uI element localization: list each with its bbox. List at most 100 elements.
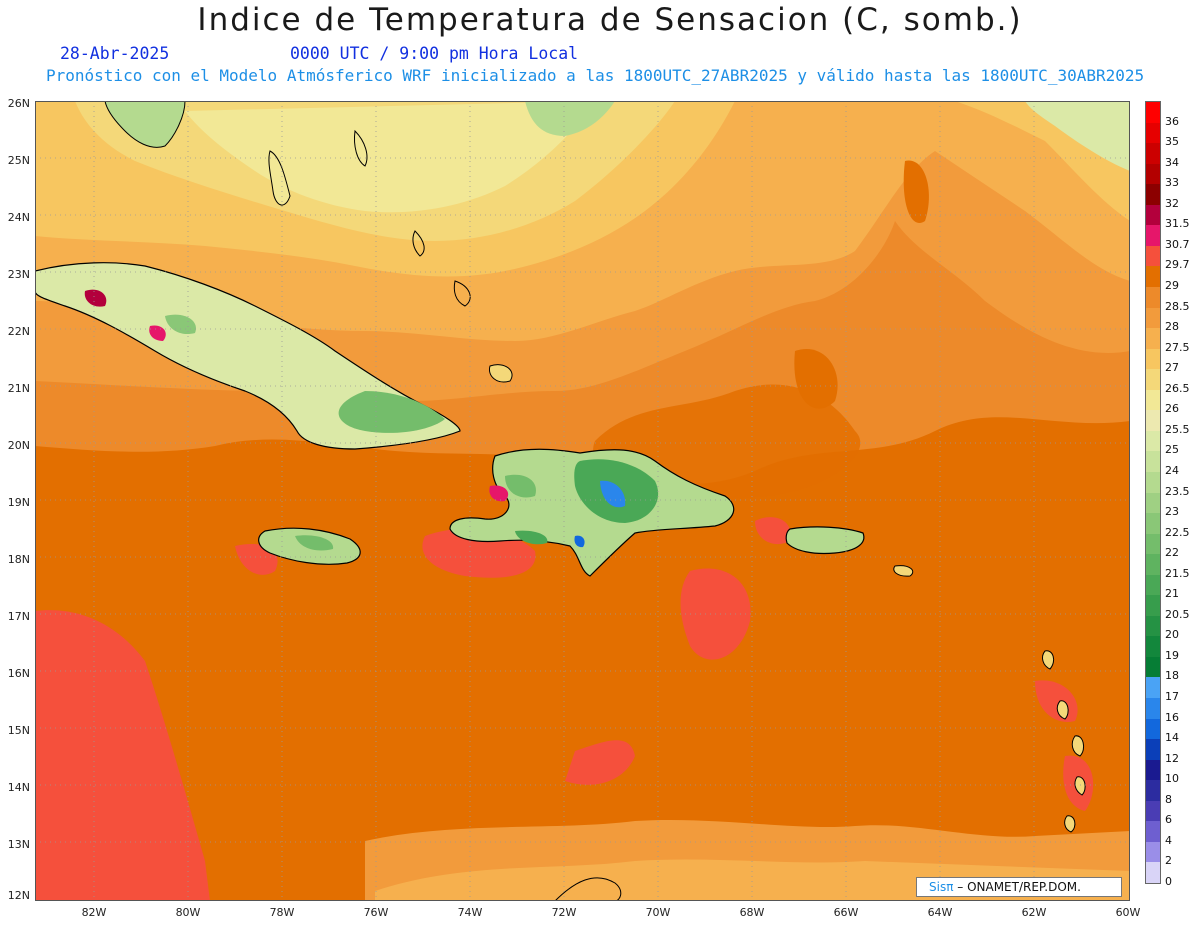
colorbar-label: 30.7 [1165, 237, 1190, 251]
virgin-islands [893, 565, 914, 577]
grenada [1064, 815, 1076, 833]
band-24-n [525, 101, 615, 136]
martinique [1071, 735, 1085, 757]
colorbar-label: 29.7 [1165, 258, 1190, 272]
colorbar-segment [1146, 656, 1160, 678]
colorbar-segment [1146, 163, 1160, 185]
colorbar-label: 25.5 [1165, 422, 1190, 436]
colorbar-segment [1146, 225, 1160, 247]
colorbar-label: 0 [1165, 875, 1172, 888]
turks-caicos [488, 364, 513, 383]
colorbar-segment [1146, 348, 1160, 370]
colorbar [1145, 101, 1161, 884]
colorbar-segment [1146, 780, 1160, 802]
colorbar-label: 22 [1165, 546, 1179, 560]
lon-label-62w: 62W [1021, 906, 1047, 919]
colorbar-label: 32 [1165, 196, 1179, 210]
pico-duarte-cold [600, 480, 626, 508]
colorbar-label: 36 [1165, 114, 1179, 128]
colorbar-segment [1146, 286, 1160, 308]
cuba-east-mountains [338, 391, 445, 433]
cuba-central-green [165, 314, 196, 335]
colorbar-segment [1146, 410, 1160, 432]
colorbar-label: 29 [1165, 278, 1179, 292]
lon-label-78w: 78W [269, 906, 295, 919]
colorbar-label: 25 [1165, 443, 1179, 457]
colorbar-segment [1146, 554, 1160, 576]
colorbar-label: 27.5 [1165, 340, 1190, 354]
colorbar-label: 33 [1165, 176, 1179, 190]
colorbar-segment [1146, 204, 1160, 226]
bahamas-island-2 [453, 280, 471, 307]
lat-label-21n: 21N [7, 382, 30, 395]
lon-label-66w: 66W [833, 906, 859, 919]
hot-spot-pr-west [755, 517, 791, 545]
colorbar-segment [1146, 739, 1160, 761]
colorbar-label: 20 [1165, 628, 1179, 642]
lon-label-72w: 72W [551, 906, 577, 919]
haiti-gonave-hot [489, 485, 509, 502]
hot-spot-14n [565, 740, 635, 785]
colorbar-label: 10 [1165, 772, 1179, 786]
colorbar-segment [1146, 636, 1160, 658]
colorbar-label: 24 [1165, 463, 1179, 477]
colorbar-label: 23.5 [1165, 484, 1190, 498]
colorbar-segment [1146, 841, 1160, 863]
st-lucia [1074, 776, 1086, 796]
colorbar-label: 26.5 [1165, 381, 1190, 395]
map-title: Indice de Temperatura de Sensacion (C, s… [197, 2, 1023, 38]
colorbar-label: 34 [1165, 155, 1179, 169]
colorbar-segment [1146, 615, 1160, 637]
andros-island [268, 150, 291, 206]
colorbar-segment [1146, 389, 1160, 411]
colorbar-segment [1146, 266, 1160, 288]
colorbar-segment [1146, 513, 1160, 535]
colorbar-segment [1146, 471, 1160, 493]
graticule [35, 101, 1130, 901]
colorbar-label: 35 [1165, 135, 1179, 149]
lon-label-80w: 80W [175, 906, 201, 919]
lat-label-16n: 16N [7, 667, 30, 680]
warm-core-ne [794, 349, 838, 409]
model-note: Pronóstico con el Modelo Atmósferico WRF… [46, 66, 1145, 85]
florida-tip [104, 101, 186, 148]
guadeloupe [1042, 650, 1055, 670]
colorbar-segment [1146, 307, 1160, 329]
colorbar-label: 23 [1165, 505, 1179, 519]
lat-label-25n: 25N [7, 154, 30, 167]
colorbar-label: 28 [1165, 320, 1179, 334]
colorbar-label: 20.5 [1165, 607, 1190, 621]
colorbar-segment [1146, 677, 1160, 699]
colorbar-segment [1146, 430, 1160, 452]
colorbar-segment [1146, 718, 1160, 740]
lat-label-19n: 19N [7, 496, 30, 509]
colorbar-label: 28.5 [1165, 299, 1190, 313]
colorbar-label: 27 [1165, 361, 1179, 375]
lat-label-18n: 18N [7, 553, 30, 566]
lat-label-13n: 13N [7, 838, 30, 851]
colorbar-segment [1146, 102, 1160, 123]
colorbar-label: 16 [1165, 710, 1179, 724]
paraguana [554, 877, 622, 901]
lat-label-12n: 12N [7, 889, 30, 902]
lat-label-24n: 24N [7, 211, 30, 224]
colorbar-segment [1146, 245, 1160, 267]
colorbar-segment [1146, 862, 1160, 884]
colorbar-label: 6 [1165, 813, 1172, 827]
credit-box: Sisπ – ONAMET/REP.DOM. [916, 877, 1122, 897]
colorbar-segment [1146, 574, 1160, 596]
hot-band-sw [35, 610, 210, 901]
lake-enriquillo-cold [574, 535, 585, 548]
lon-label-82w: 82W [81, 906, 107, 919]
colorbar-segment [1146, 533, 1160, 555]
colorbar-segment [1146, 369, 1160, 391]
lat-label-26n: 26N [7, 97, 30, 110]
colorbar-segment [1146, 143, 1160, 165]
lat-label-17n: 17N [7, 610, 30, 623]
colorbar-segment [1146, 451, 1160, 473]
jamaica-mountains [295, 535, 334, 551]
colorbar-segment [1146, 800, 1160, 822]
lat-label-14n: 14N [7, 781, 30, 794]
colorbar-label: 17 [1165, 690, 1179, 704]
eleuthera-island [354, 129, 368, 167]
